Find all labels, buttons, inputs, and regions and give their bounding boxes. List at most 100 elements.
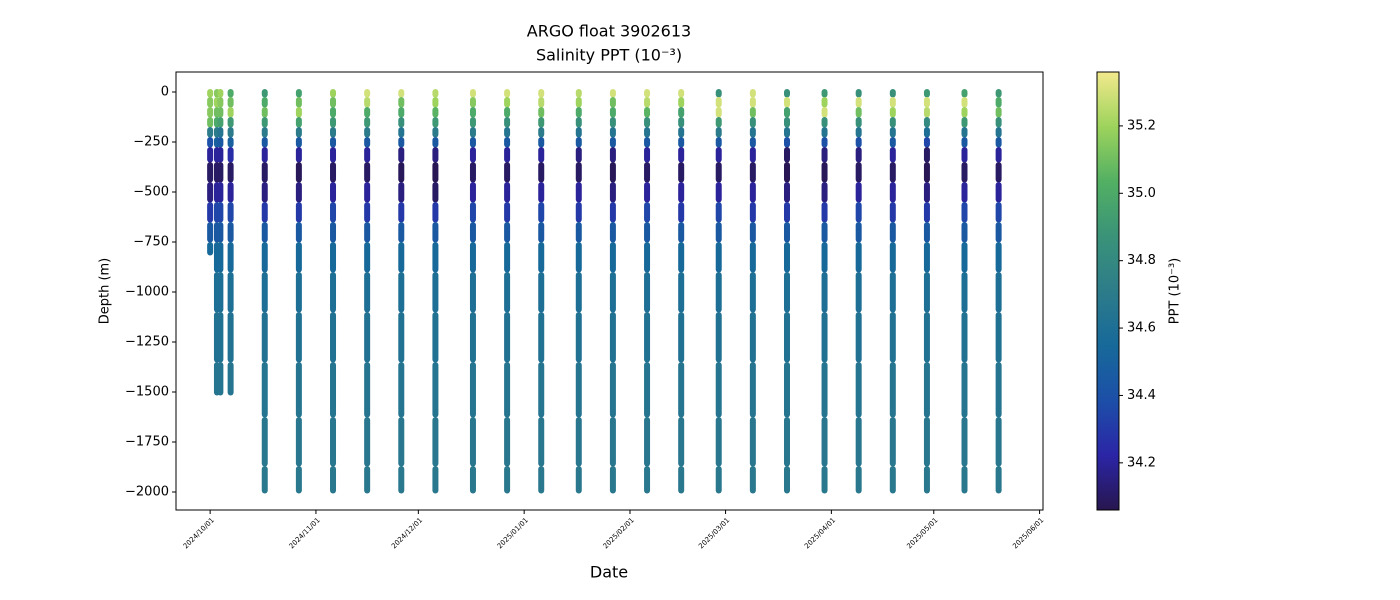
data-point — [995, 97, 1002, 108]
data-point — [504, 272, 511, 313]
data-point — [961, 312, 968, 363]
data-point — [575, 107, 582, 118]
data-point — [961, 222, 968, 243]
data-point — [961, 89, 968, 98]
data-point — [364, 107, 371, 118]
data-point — [227, 89, 234, 98]
data-point — [504, 362, 511, 418]
data-point — [961, 147, 968, 163]
data-point — [749, 182, 756, 203]
data-point — [469, 147, 476, 163]
data-point — [432, 272, 439, 313]
data-point — [469, 466, 476, 494]
x-axis-label: Date — [590, 563, 628, 582]
data-point — [855, 137, 862, 148]
colorbar-tick-label: 35.0 — [1127, 186, 1156, 201]
data-point — [783, 127, 790, 138]
data-point — [609, 272, 616, 313]
data-point — [261, 362, 268, 418]
colorbar-tick-label: 34.8 — [1127, 253, 1156, 268]
data-point — [609, 89, 616, 98]
data-point — [995, 312, 1002, 363]
data-point — [295, 222, 302, 243]
data-point — [678, 242, 685, 273]
data-point — [330, 312, 337, 363]
data-point — [432, 466, 439, 494]
data-point — [678, 222, 685, 243]
data-point — [575, 242, 582, 273]
data-point — [609, 182, 616, 203]
data-point — [783, 107, 790, 118]
data-point — [995, 202, 1002, 223]
data-point — [295, 147, 302, 163]
data-point — [538, 362, 545, 418]
y-tick-label: −250 — [133, 135, 169, 150]
data-point — [575, 312, 582, 363]
data-point — [261, 312, 268, 363]
data-point — [889, 162, 896, 183]
data-point — [961, 362, 968, 418]
data-point — [227, 242, 234, 273]
data-point — [538, 312, 545, 363]
data-point — [855, 312, 862, 363]
data-point — [821, 242, 828, 273]
data-point — [644, 362, 651, 418]
data-point — [207, 107, 214, 118]
data-point — [715, 417, 722, 467]
data-point — [330, 417, 337, 467]
data-point — [330, 89, 337, 98]
y-tick-label: −750 — [133, 235, 169, 250]
data-point — [644, 312, 651, 363]
data-point — [749, 137, 756, 148]
data-point — [217, 182, 224, 203]
data-point — [295, 272, 302, 313]
x-tick-label: 2024/10/01 — [182, 516, 216, 550]
y-tick-label: −2000 — [125, 485, 169, 500]
data-point — [855, 162, 862, 183]
data-point — [678, 162, 685, 183]
data-point — [855, 202, 862, 223]
data-point — [504, 107, 511, 118]
data-point — [217, 117, 224, 128]
data-point — [961, 97, 968, 108]
data-point — [207, 242, 214, 256]
data-point — [749, 362, 756, 418]
data-point — [995, 147, 1002, 163]
data-point — [469, 117, 476, 128]
data-point — [330, 272, 337, 313]
data-point — [889, 417, 896, 467]
data-point — [295, 417, 302, 467]
data-point — [855, 466, 862, 494]
data-point — [715, 466, 722, 494]
data-point — [644, 222, 651, 243]
data-point — [749, 127, 756, 138]
data-point — [364, 202, 371, 223]
data-point — [644, 272, 651, 313]
x-tick-label: 2024/12/01 — [390, 516, 424, 550]
data-point — [749, 272, 756, 313]
data-point — [295, 162, 302, 183]
data-point — [207, 127, 214, 138]
data-point — [961, 466, 968, 494]
data-point — [821, 107, 828, 118]
data-point — [295, 202, 302, 223]
data-point — [715, 97, 722, 108]
data-point — [923, 89, 930, 98]
data-point — [538, 466, 545, 494]
data-point — [217, 272, 224, 313]
data-point — [855, 182, 862, 203]
data-point — [749, 466, 756, 494]
data-point — [889, 466, 896, 494]
data-point — [398, 107, 405, 118]
y-tick-label: −1500 — [125, 385, 169, 400]
data-point — [504, 182, 511, 203]
data-point — [855, 222, 862, 243]
data-point — [227, 117, 234, 128]
x-tick-label: 2025/02/01 — [602, 516, 636, 550]
data-point — [821, 466, 828, 494]
data-point — [432, 182, 439, 203]
data-point — [715, 222, 722, 243]
data-point — [821, 362, 828, 418]
data-point — [715, 147, 722, 163]
data-point — [961, 162, 968, 183]
